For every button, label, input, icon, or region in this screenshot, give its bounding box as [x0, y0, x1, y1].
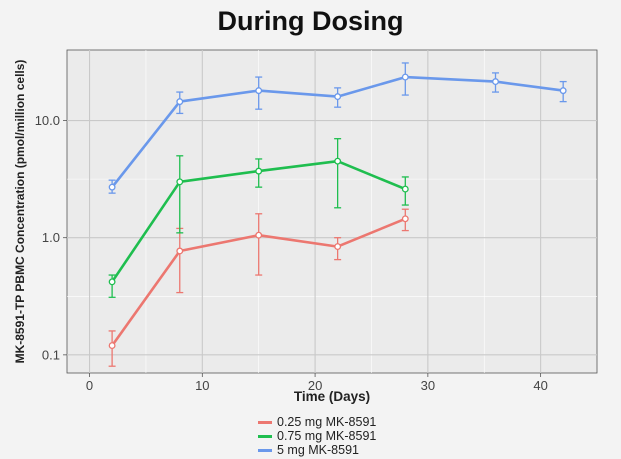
data-point — [176, 178, 184, 186]
data-point — [401, 73, 409, 81]
data-point — [255, 167, 263, 175]
y-tick-label: 10.0 — [35, 113, 60, 128]
x-axis-title: Time (Days) — [294, 389, 370, 404]
legend-label: 0.75 mg MK-8591 — [277, 429, 377, 443]
data-point — [255, 87, 263, 95]
x-tick-label: 20 — [308, 378, 322, 393]
x-tick-label: 10 — [195, 378, 209, 393]
data-point — [108, 278, 116, 286]
legend-label: 5 mg MK-8591 — [277, 443, 359, 457]
legend-swatch — [258, 434, 272, 438]
data-point — [401, 215, 409, 223]
legend-item: 0.75 mg MK-8591 — [258, 429, 376, 443]
data-point — [559, 87, 567, 95]
data-point — [255, 231, 263, 239]
legend-item: 5 mg MK-8591 — [258, 443, 376, 457]
legend-swatch — [258, 448, 272, 452]
y-tick-label: 0.1 — [42, 347, 60, 362]
plot-panel — [66, 49, 598, 374]
data-point — [492, 78, 499, 86]
data-point — [334, 157, 342, 165]
data-point — [176, 98, 184, 106]
x-tick-label: 30 — [421, 378, 435, 393]
data-point — [176, 247, 184, 255]
legend-swatch — [258, 420, 272, 424]
data-point — [334, 93, 342, 101]
y-axis-title: MK-8591-TP PBMC Concentration (pmol/mill… — [13, 60, 27, 364]
data-point — [334, 243, 342, 251]
legend-label: 0.25 mg MK-8591 — [277, 415, 377, 429]
legend-item: 0.25 mg MK-8591 — [258, 415, 376, 429]
page-title: During Dosing — [217, 6, 404, 36]
data-point — [108, 342, 116, 350]
legend: 0.25 mg MK-8591 0.75 mg MK-8591 5 mg MK-85… — [258, 415, 376, 457]
data-point — [401, 185, 409, 193]
x-tick-label: 40 — [533, 378, 547, 393]
y-tick-label: 1.0 — [42, 230, 60, 245]
x-tick-label: 0 — [86, 378, 93, 393]
data-point — [108, 183, 116, 191]
